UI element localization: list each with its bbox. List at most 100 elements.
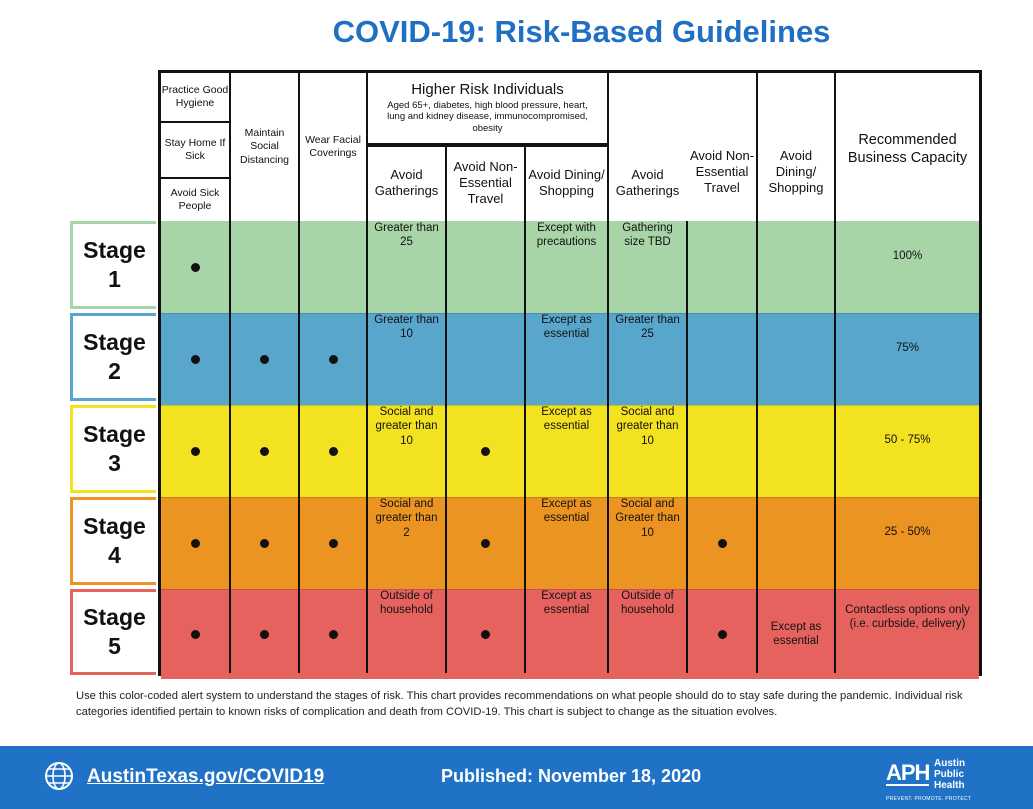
table-cell: 75%	[836, 313, 979, 405]
bullet-dot	[328, 446, 338, 456]
col-divider	[445, 145, 447, 673]
stage-number: 2	[108, 358, 121, 384]
header-avoid-sick: Avoid Sick People	[170, 186, 220, 212]
stage-row	[161, 313, 979, 405]
cell-text: Outside of household	[379, 590, 434, 617]
bullet-dot	[260, 446, 269, 456]
stage-row	[161, 405, 979, 497]
footnote: Use this color-coded alert system to und…	[76, 690, 963, 719]
table-cell: Greater than 10	[368, 313, 445, 405]
col-divider	[229, 73, 231, 673]
cell-text: 75%	[895, 342, 920, 354]
stage-word: Stage	[83, 604, 146, 631]
website-link[interactable]: AustinTexas.gov/COVID19	[87, 766, 325, 787]
stage-word: Stage	[83, 513, 146, 540]
cell-text: Outside of household	[620, 590, 675, 617]
table-cell	[161, 497, 229, 589]
cell-text: Social and greater than 2	[375, 498, 438, 539]
cell-text: Contactless options only (i.e. curbside,…	[845, 604, 970, 631]
cell-text: Except with precautions	[536, 222, 597, 249]
table-cell	[231, 221, 298, 313]
table-cell	[688, 589, 756, 679]
footer-bar: AustinTexas.gov/COVID19 Published: Novem…	[0, 746, 1033, 809]
logo-text-1: Austin	[934, 758, 966, 769]
bullet-dot	[717, 629, 727, 639]
cell-text: Except as essential	[541, 498, 592, 525]
table-cell: Except as essential	[526, 405, 607, 497]
stage-row	[161, 589, 979, 679]
table-cell: Greater than 25	[368, 221, 445, 313]
stage-number: 4	[108, 542, 121, 568]
table-cell	[231, 405, 298, 497]
row-divider	[161, 589, 979, 590]
stage-word: Stage	[83, 421, 146, 448]
table-cell: 25 - 50%	[836, 497, 979, 589]
table-cell	[447, 313, 524, 405]
table-cell: Social and greater than 10	[609, 405, 686, 497]
stage-label: Stage 5	[70, 589, 156, 675]
bullet-dot	[481, 629, 490, 639]
table-cell: Except as essential	[526, 497, 607, 589]
table-cell	[161, 221, 229, 313]
table-cell	[688, 405, 756, 497]
cell-text: 25 - 50%	[884, 526, 931, 538]
cell-text: Greater than 25	[374, 222, 439, 249]
table-cell	[688, 313, 756, 405]
globe-icon	[45, 762, 73, 790]
logo-mark: APH	[886, 760, 930, 786]
table-cell	[447, 221, 524, 313]
row-divider	[161, 405, 979, 406]
table-cell: Greater than 25	[609, 313, 686, 405]
bullet-dot	[190, 446, 200, 456]
header-avoid-gatherings: Avoid Gatherings	[615, 166, 680, 198]
cell-text: Except as essential	[770, 620, 822, 647]
table-cell: Except as essential	[526, 589, 607, 679]
cell-text: Gathering size TBD	[622, 222, 673, 249]
page-title: COVID-19: Risk-Based Guidelines	[332, 14, 831, 49]
table-cell	[758, 497, 834, 589]
table-cell	[231, 313, 298, 405]
stage-label: Stage 2	[70, 313, 156, 401]
table-cell: 50 - 75%	[836, 405, 979, 497]
stage-row	[161, 497, 979, 589]
header-hr-avoid-travel: Avoid Non-Essential Travel	[453, 158, 518, 207]
col-divider	[366, 73, 368, 673]
col-divider	[524, 145, 526, 673]
bullet-dot	[190, 262, 200, 272]
header-hr-avoid-dining: Avoid Dining/ Shopping	[528, 166, 605, 198]
table-cell	[758, 405, 834, 497]
table-cell	[300, 405, 366, 497]
table-cell: Outside of household	[368, 589, 445, 679]
bullet-dot	[328, 629, 338, 639]
table-cell	[161, 405, 229, 497]
header-stay-home: Stay Home If Sick	[161, 123, 229, 179]
table-cell	[300, 497, 366, 589]
table-cell: Social and greater than 10	[368, 405, 445, 497]
header-higher-risk: Higher Risk Individuals Aged 65+, diabet…	[368, 73, 607, 145]
table-cell	[688, 497, 756, 589]
row-divider	[161, 313, 979, 314]
stage-label: Stage 3	[70, 405, 156, 493]
guidelines-table: Practice Good Hygiene Stay Home If Sick …	[158, 70, 982, 679]
cell-text: Greater than 25	[615, 314, 680, 341]
table-cell	[447, 589, 524, 679]
table-cell	[161, 313, 229, 405]
cell-text: Greater than 10	[374, 314, 439, 341]
col-divider	[756, 73, 758, 673]
bullet-dot	[328, 538, 338, 548]
col-divider	[607, 73, 609, 673]
header-facial-coverings: Wear Facial Coverings	[305, 133, 361, 159]
row-divider	[161, 497, 979, 498]
table-cell: 100%	[836, 221, 979, 313]
col-divider	[834, 73, 836, 673]
cell-text: Except as essential	[541, 314, 592, 341]
table-cell	[688, 221, 756, 313]
bullet-dot	[260, 354, 269, 364]
table-cell: Outside of household	[609, 589, 686, 679]
table-cell	[300, 589, 366, 679]
col-divider	[686, 221, 688, 673]
stage-word: Stage	[83, 329, 146, 356]
higher-risk-title: Higher Risk Individuals	[411, 80, 564, 98]
table-cell	[231, 497, 298, 589]
header-avoid-dining: Avoid Dining/ Shopping	[768, 147, 824, 196]
